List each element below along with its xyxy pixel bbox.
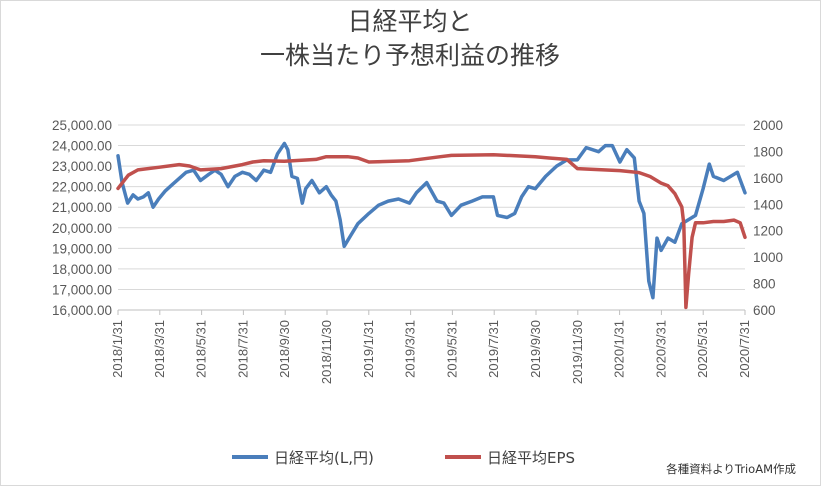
y-right-tick-label: 600 [753, 303, 776, 318]
x-tick-label: 2018/7/31 [235, 320, 250, 378]
right-axis-ticks: 2000 1800 1600 1400 1200 1000 800 600 [753, 118, 783, 318]
chart-title-line-2: 一株当たり予想利益の推移 [260, 41, 560, 70]
x-tick-label: 2019/1/31 [361, 320, 376, 378]
series-lines [116, 141, 747, 310]
y-left-tick-label: 18,000.00 [52, 262, 112, 277]
y-left-tick-label: 16,000.00 [52, 303, 112, 318]
y-right-tick-label: 2000 [753, 118, 783, 133]
x-axis-ticks: 2018/1/31 2018/3/31 2018/5/31 2018/7/31 2018… [110, 310, 752, 384]
y-right-tick-label: 1600 [753, 171, 783, 186]
x-tick-label: 2018/5/31 [194, 320, 209, 378]
x-tick-label: 2018/9/30 [277, 320, 292, 378]
y-right-tick-label: 1000 [753, 250, 783, 265]
x-tick-label: 2018/1/31 [110, 320, 125, 378]
y-right-tick-label: 1400 [753, 197, 783, 212]
y-left-tick-label: 21,000.00 [52, 200, 112, 215]
legend: 日経平均(L,円) 日経平均EPS [232, 449, 575, 467]
x-tick-label: 2020/7/31 [737, 320, 752, 378]
x-tick-label: 2019/7/31 [486, 320, 501, 378]
series-line-nikkei [116, 141, 747, 300]
y-left-tick-label: 19,000.00 [52, 241, 112, 256]
legend-label-nikkei: 日経平均(L,円) [274, 449, 374, 467]
series-line-eps [116, 152, 747, 310]
x-tick-label: 2018/3/31 [152, 320, 167, 378]
x-tick-label: 2019/9/30 [528, 320, 543, 378]
y-right-tick-label: 1200 [753, 224, 783, 239]
chart-title-line-1: 日経平均と [347, 7, 472, 36]
left-axis-ticks: 25,000.00 24,000.00 23,000.00 22,000.00 21,0… [52, 118, 112, 318]
x-tick-label: 2019/3/31 [403, 320, 418, 378]
source-note: 各種資料よりTrioAM作成 [666, 462, 796, 476]
y-right-tick-label: 800 [753, 277, 776, 292]
y-left-tick-label: 25,000.00 [52, 118, 112, 133]
y-left-tick-label: 17,000.00 [52, 282, 112, 297]
x-tick-label: 2019/5/31 [444, 320, 459, 378]
x-tick-label: 2020/3/31 [653, 320, 668, 378]
y-left-tick-label: 20,000.00 [52, 221, 112, 236]
x-tick-label: 2020/5/31 [695, 320, 710, 378]
y-left-tick-label: 22,000.00 [52, 180, 112, 195]
x-tick-label: 2019/11/30 [570, 320, 585, 384]
legend-label-eps: 日経平均EPS [487, 449, 575, 467]
x-tick-label: 2020/1/31 [612, 320, 627, 378]
gridlines [118, 124, 745, 311]
x-tick-label: 2018/11/30 [319, 320, 334, 384]
y-left-tick-label: 23,000.00 [52, 159, 112, 174]
y-left-tick-label: 24,000.00 [52, 139, 112, 154]
y-right-tick-label: 1800 [753, 144, 783, 159]
